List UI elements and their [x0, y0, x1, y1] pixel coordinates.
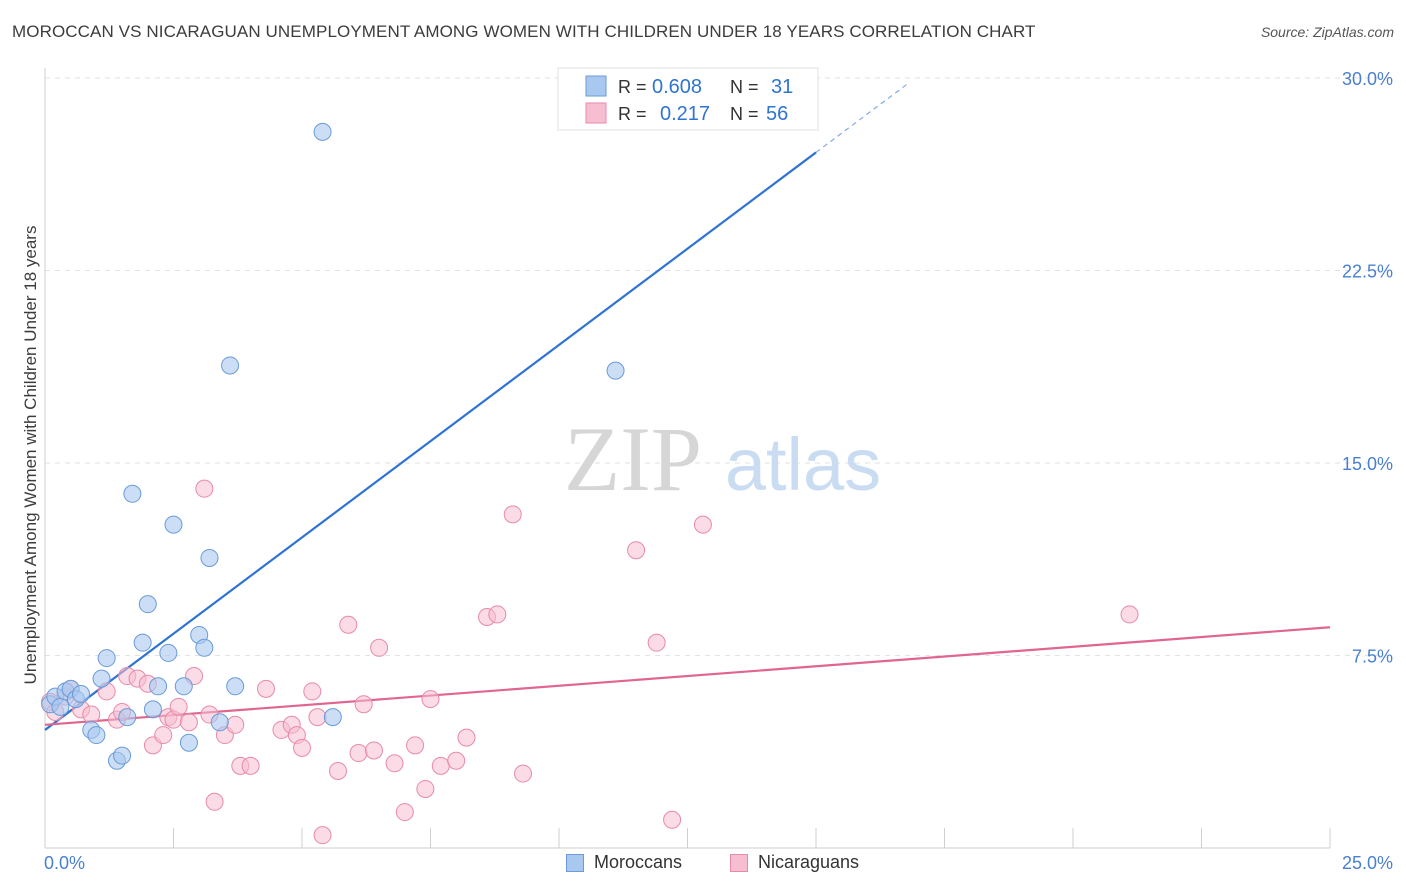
legend-moroccans-n-label: N = [730, 77, 759, 97]
legend-nicaraguans-n-label: N = [730, 104, 759, 124]
legend-nicaraguans-r-label: R = [618, 104, 647, 124]
moroccans-point [138, 595, 157, 614]
moroccans-point [92, 669, 111, 688]
nicaraguans-point [370, 638, 389, 657]
legend-label-moroccans: Moroccans [594, 852, 683, 872]
nicaraguans-point [169, 697, 188, 716]
nicaraguans-point [431, 756, 450, 775]
moroccans-point [606, 361, 625, 380]
nicaraguans-point [395, 803, 414, 822]
correlation-legend: R = 0.608 N = 31 R = 0.217 N = 56 [557, 67, 819, 131]
nicaraguans-point [693, 515, 712, 534]
y-tick-label: 22.5% [1342, 262, 1393, 282]
nicaraguans-point [385, 754, 404, 773]
moroccans-trend-line [44, 151, 817, 731]
moroccans-point [221, 356, 240, 375]
series-legend: Moroccans Nicaraguans [0, 852, 1406, 878]
moroccans-point [123, 484, 142, 503]
moroccans-point [200, 548, 219, 567]
legend-nicaraguans-r-value: 0.217 [660, 103, 710, 125]
legend-label-nicaraguans: Nicaraguans [758, 852, 860, 872]
nicaraguans-point [647, 633, 666, 652]
moroccans-point [179, 733, 198, 752]
axes [44, 68, 1331, 849]
moroccans-point [118, 708, 137, 727]
nicaraguans-point [313, 826, 332, 845]
moroccans-points [41, 122, 625, 770]
nicaraguans-point [303, 682, 322, 701]
moroccans-point [133, 633, 152, 652]
nicaraguans-point [226, 715, 245, 734]
chart-title: MOROCCAN VS NICARAGUAN UNEMPLOYMENT AMON… [12, 22, 1036, 41]
nicaraguans-swatch [730, 853, 748, 872]
nicaraguans-point [179, 713, 198, 732]
moroccans-point [113, 746, 132, 765]
y-tick-label: 15.0% [1342, 454, 1393, 474]
tick-labels: 7.5% 15.0% 22.5% 30.0% 0.0% 25.0% [44, 69, 1393, 873]
nicaraguans-point [457, 728, 476, 747]
nicaraguans-point [1120, 605, 1139, 624]
nicaraguans-point [503, 505, 522, 524]
nicaraguans-point [293, 738, 311, 757]
moroccans-trend-extension [815, 82, 909, 153]
moroccans-point [210, 713, 229, 732]
moroccans-point [51, 697, 70, 716]
nicaraguans-point [308, 708, 327, 727]
moroccans-point [149, 677, 168, 696]
nicaraguans-point [195, 479, 214, 498]
x-tick-label: 25.0% [1342, 853, 1393, 873]
legend-moroccans-r-label: R = [618, 77, 647, 97]
nicaraguans-point [328, 762, 347, 780]
nicaraguans-point [416, 779, 435, 798]
source-credit: Source: ZipAtlas.com [1260, 24, 1394, 40]
nicaraguans-point [241, 756, 260, 775]
grid-lines [45, 77, 1395, 656]
watermark-atlas: atlas [725, 423, 881, 506]
nicaraguans-points [41, 479, 1139, 845]
moroccans-point [143, 700, 162, 719]
moroccans-point [97, 649, 116, 668]
legend-moroccans-n-value: 31 [771, 76, 793, 98]
nicaraguans-point [663, 810, 682, 829]
legend-swatch-moroccans [585, 75, 607, 97]
trend-lines [44, 82, 1331, 731]
moroccans-point [71, 685, 90, 703]
moroccans-point [313, 122, 332, 141]
nicaraguans-point [421, 690, 440, 709]
watermark-zip: ZIP [564, 408, 702, 510]
nicaraguans-point [154, 726, 173, 745]
nicaraguans-trend-line [44, 626, 1331, 726]
nicaraguans-point [514, 764, 533, 783]
legend-moroccans-r-value: 0.608 [652, 76, 702, 98]
moroccans-point [87, 726, 106, 745]
legend-swatch-nicaraguans [585, 102, 607, 124]
nicaraguans-point [488, 605, 507, 624]
watermark: ZIP atlas [564, 408, 881, 510]
legend-item-moroccans[interactable]: Moroccans [566, 852, 682, 873]
moroccans-point [174, 677, 193, 696]
legend-nicaraguans-n-value: 56 [766, 103, 788, 125]
nicaraguans-point [339, 615, 358, 634]
nicaraguans-point [82, 705, 101, 724]
moroccans-point [226, 677, 245, 696]
y-tick-label: 30.0% [1342, 69, 1393, 89]
nicaraguans-point [627, 541, 646, 560]
legend-item-nicaraguans[interactable]: Nicaraguans [730, 852, 859, 873]
x-tick-label: 0.0% [44, 853, 85, 873]
moroccans-swatch [566, 853, 584, 872]
nicaraguans-point [354, 695, 373, 714]
nicaraguans-point [447, 751, 466, 770]
nicaraguans-point [205, 792, 224, 811]
moroccans-point [159, 643, 178, 662]
y-axis-label: Unemployment Among Women with Children U… [21, 226, 40, 685]
moroccans-point [323, 708, 342, 727]
nicaraguans-point [406, 736, 425, 755]
nicaraguans-point [257, 679, 276, 698]
nicaraguans-point [364, 741, 383, 760]
nicaraguans-point [349, 744, 368, 763]
moroccans-point [164, 515, 183, 534]
y-tick-label: 7.5% [1352, 647, 1393, 667]
moroccans-point [195, 638, 214, 657]
